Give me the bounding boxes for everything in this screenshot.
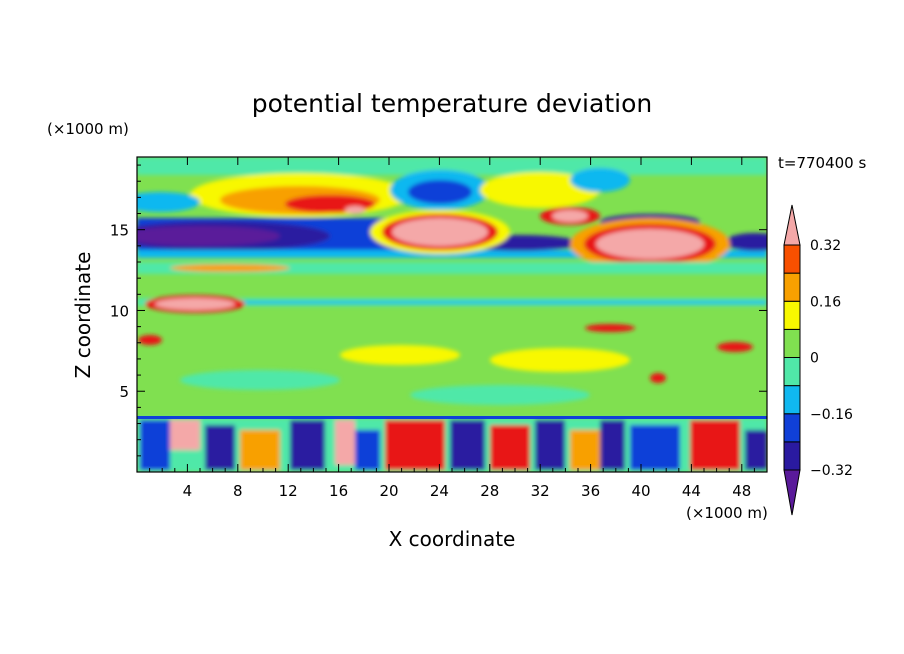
positive-max-region — [345, 206, 365, 214]
time-label: t=770400 s — [778, 154, 866, 172]
colorbar-segment — [783, 357, 801, 387]
x-tick-label: 8 — [233, 482, 243, 500]
colorbar-tick-label: 0 — [810, 351, 819, 367]
lower-cell — [490, 425, 530, 470]
negative-band — [137, 250, 767, 258]
upper-lobe — [480, 172, 600, 208]
lower-cell — [335, 420, 355, 465]
colorbar-extend-max — [783, 204, 801, 246]
lower-cell — [240, 430, 280, 470]
x-tick-label: 28 — [480, 482, 499, 500]
x-tick-label: 36 — [581, 482, 600, 500]
positive-max-region — [552, 210, 588, 222]
x-tick-label: 44 — [682, 482, 701, 500]
mid-level-patch — [180, 370, 340, 390]
upper-lobe — [570, 168, 630, 192]
colorbar-segment — [783, 328, 801, 358]
lower-cell — [745, 430, 767, 470]
colorbar-tick-label: −0.16 — [810, 407, 853, 423]
contour-field — [137, 157, 767, 472]
colorbar-segment — [783, 441, 801, 471]
lower-cell — [355, 430, 380, 470]
mid-level-band — [240, 301, 767, 304]
mid-level-streak — [170, 264, 290, 272]
y-axis-label: Z coordinate — [71, 252, 95, 379]
colorbar: 0.32 0.16 0 −0.16 −0.32 — [783, 204, 853, 516]
y-axis: 5 10 15 — [110, 164, 767, 457]
upper-lobe — [408, 180, 472, 204]
lower-cell — [450, 420, 485, 470]
colorbar-tick-label: 0.16 — [810, 294, 841, 310]
upper-lobe — [137, 192, 200, 212]
x-unit-label: (×1000 m) — [686, 504, 768, 522]
chart-title: potential temperature deviation — [252, 89, 652, 118]
colorbar-segment — [783, 385, 801, 415]
lower-cell — [690, 420, 740, 470]
y-tick-label: 15 — [110, 222, 129, 240]
mid-level-patch — [340, 345, 460, 365]
lower-layer-top-edge — [137, 416, 767, 419]
lower-cell — [290, 420, 325, 470]
mid-level-band — [137, 262, 767, 274]
mid-level-patch — [410, 385, 590, 405]
x-tick-label: 32 — [531, 482, 550, 500]
x-tick-label: 16 — [329, 482, 348, 500]
lower-cell — [630, 425, 680, 470]
lower-cell — [385, 420, 445, 470]
positive-max-region — [392, 218, 488, 246]
y-tick-label: 5 — [119, 383, 129, 401]
lower-cell — [140, 420, 170, 470]
x-tick-label: 12 — [279, 482, 298, 500]
colorbar-segment — [783, 413, 801, 443]
positive-max-region — [596, 229, 704, 259]
colorbar-segment — [783, 300, 801, 330]
positive-max-region — [155, 298, 235, 310]
negative-band — [137, 226, 280, 246]
x-tick-label: 4 — [183, 482, 193, 500]
x-axis: 4 8 12 16 20 24 28 32 36 40 44 48 — [149, 157, 755, 500]
colorbar-segment — [783, 272, 801, 302]
colorbar-tick-label: 0.32 — [810, 238, 841, 254]
mid-level-streak — [650, 373, 666, 383]
x-tick-label: 24 — [430, 482, 449, 500]
mid-level-streak — [138, 335, 162, 345]
x-tick-label: 20 — [379, 482, 398, 500]
colorbar-extend-min — [783, 469, 801, 516]
x-tick-label: 48 — [732, 482, 751, 500]
lower-cell — [205, 425, 235, 470]
x-axis-label: X coordinate — [389, 527, 516, 551]
mid-level-patch — [490, 348, 630, 372]
mid-level-streak — [585, 324, 635, 332]
lower-cell — [570, 430, 600, 470]
y-tick-label: 10 — [110, 302, 129, 320]
lower-cell — [535, 420, 565, 470]
x-tick-label: 40 — [631, 482, 650, 500]
colorbar-segment — [783, 244, 801, 274]
mid-level-streak — [717, 342, 753, 352]
y-unit-label: (×1000 m) — [47, 120, 129, 138]
colorbar-tick-label: −0.32 — [810, 463, 853, 479]
negative-band — [725, 233, 767, 251]
lower-cell — [170, 420, 200, 450]
lower-cell — [600, 420, 625, 470]
